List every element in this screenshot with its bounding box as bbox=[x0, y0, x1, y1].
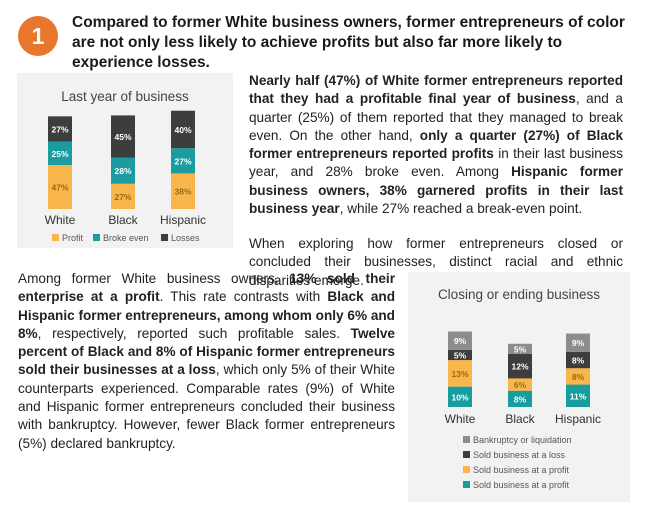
bar-segment-hispanic-0 bbox=[566, 384, 590, 407]
p1-run: in their last business year, and 28% bro… bbox=[249, 146, 623, 180]
data-label: 27% bbox=[114, 192, 131, 202]
chart-last-year-of-business: Last year of business 47% 25% 27% White 27% 28… bbox=[17, 73, 233, 248]
data-label: 10% bbox=[451, 392, 468, 402]
bar-segment-black-2 bbox=[508, 353, 532, 379]
chart-title: Closing or ending business bbox=[438, 287, 600, 302]
legend-swatch bbox=[463, 436, 470, 443]
bar-segment-white-0 bbox=[448, 386, 472, 407]
bar-segment-white-0 bbox=[48, 165, 72, 209]
legend-label: Losses bbox=[171, 233, 200, 243]
bar-segment-hispanic-2 bbox=[171, 110, 195, 149]
legend-label: Profit bbox=[62, 233, 84, 243]
bar-segment-white-2 bbox=[448, 349, 472, 361]
category-label: Hispanic bbox=[555, 412, 601, 426]
chart-closing-or-ending-business: Closing or ending business 10% 13% 5% 9% Whit… bbox=[408, 272, 630, 502]
bar-segment-white-1 bbox=[448, 360, 472, 387]
data-label: 38% bbox=[174, 187, 191, 197]
data-label: 27% bbox=[174, 156, 191, 166]
data-label: 25% bbox=[51, 149, 68, 159]
p3-run: 13% sold their enterprise at a profit bbox=[18, 271, 395, 305]
p3-run: . This rate contrasts with bbox=[159, 289, 328, 305]
p3-run: , respectively, reported such profitable… bbox=[37, 325, 351, 341]
paragraph-profits: Nearly half (47%) of White former entrep… bbox=[249, 72, 623, 218]
legend-label: Sold business at a profit bbox=[473, 480, 570, 490]
data-label: 9% bbox=[572, 338, 585, 348]
p3-run: , which only 5% of their White counterpa… bbox=[18, 362, 395, 451]
p3-run: Black and Hispanic former entrepreneurs,… bbox=[18, 289, 395, 341]
data-label: 11% bbox=[570, 391, 587, 401]
data-label: 27% bbox=[51, 124, 68, 134]
data-label: 5% bbox=[454, 350, 467, 360]
data-label: 8% bbox=[572, 356, 585, 366]
legend-swatch bbox=[463, 451, 470, 458]
data-label: 28% bbox=[114, 166, 131, 176]
bar-segment-white-1 bbox=[48, 141, 72, 166]
legend-swatch bbox=[463, 481, 470, 488]
bar-segment-black-1 bbox=[508, 378, 532, 391]
data-label: 12% bbox=[511, 362, 528, 372]
data-label: 45% bbox=[114, 132, 131, 142]
bar-segment-black-3 bbox=[508, 343, 532, 354]
bar-segment-white-2 bbox=[48, 116, 72, 142]
data-label: 13% bbox=[451, 369, 468, 379]
legend-swatch bbox=[93, 234, 100, 241]
data-label: 8% bbox=[514, 394, 527, 404]
data-label: 6% bbox=[514, 380, 527, 390]
category-label: Hispanic bbox=[160, 213, 206, 227]
bar-segment-hispanic-1 bbox=[171, 148, 195, 174]
p1-run: Nearly half (47%) of White former entrep… bbox=[249, 73, 623, 107]
p3-run: Twelve percent of Black and 8% of Hispan… bbox=[18, 325, 395, 378]
data-label: 5% bbox=[514, 344, 527, 354]
p1-run: , while 27% reached a break-even point. bbox=[339, 201, 583, 217]
p1-run: , and a quarter (25%) of them reported t… bbox=[249, 91, 623, 143]
chart-title: Last year of business bbox=[61, 89, 189, 104]
data-label: 47% bbox=[51, 183, 68, 193]
category-label: Black bbox=[108, 213, 138, 227]
p3-run: Among former White business owners, bbox=[18, 271, 290, 286]
category-label: Black bbox=[505, 412, 535, 426]
legend-swatch bbox=[463, 466, 470, 473]
bar-segment-hispanic-0 bbox=[171, 173, 195, 209]
bar-segment-black-0 bbox=[111, 183, 135, 209]
bar-segment-hispanic-3 bbox=[566, 333, 590, 352]
legend-swatch bbox=[161, 234, 168, 241]
bar-segment-hispanic-2 bbox=[566, 351, 590, 369]
legend-label: Sold business at a profit bbox=[473, 465, 570, 475]
legend-label: Sold business at a loss bbox=[473, 450, 566, 460]
bar-segment-hispanic-1 bbox=[566, 368, 590, 385]
chart-2-svg: Closing or ending business 10% 13% 5% 9% Whit… bbox=[438, 287, 601, 490]
data-label: 9% bbox=[454, 336, 467, 346]
legend-label: Bankruptcy or liquidation bbox=[473, 435, 572, 445]
paragraph-sales: Among former White business owners, 13% … bbox=[18, 270, 395, 453]
legend-label: Broke even bbox=[103, 233, 149, 243]
p2-run: When exploring how former entrepreneurs … bbox=[249, 236, 623, 288]
data-label: 8% bbox=[572, 372, 585, 382]
category-label: White bbox=[445, 412, 476, 426]
section-headline: Compared to former White business owners… bbox=[72, 14, 625, 71]
p1-run: only a quarter (27%) of Black former ent… bbox=[249, 127, 624, 162]
section-number-badge: 1 bbox=[18, 16, 58, 56]
category-label: White bbox=[45, 213, 76, 227]
data-label: 40% bbox=[174, 125, 191, 135]
paragraph-closing-intro: When exploring how former entrepreneurs … bbox=[249, 235, 623, 290]
bar-segment-black-2 bbox=[111, 115, 135, 158]
chart-1-svg: Last year of business 47% 25% 27% White 27% 28… bbox=[45, 89, 206, 243]
bar-segment-black-1 bbox=[111, 157, 135, 184]
bar-segment-white-3 bbox=[448, 331, 472, 350]
legend-swatch bbox=[52, 234, 59, 241]
bar-segment-black-0 bbox=[508, 390, 532, 407]
p1-run: Hispanic former business owners, 38% gar… bbox=[249, 164, 623, 217]
